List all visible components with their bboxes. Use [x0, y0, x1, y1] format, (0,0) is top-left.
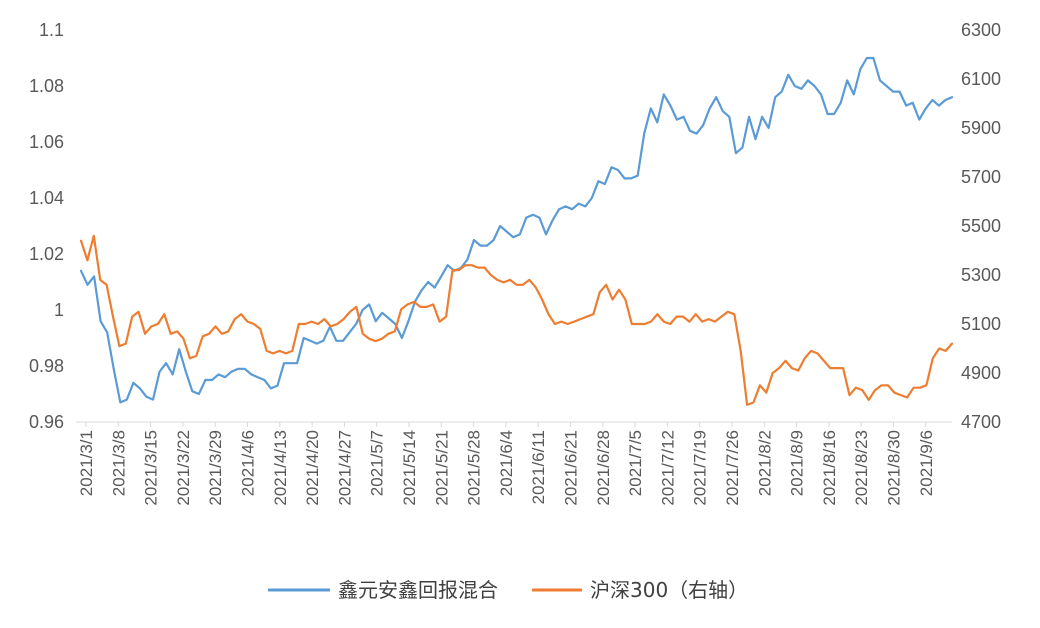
- y-left-tick-label: 0.96: [29, 412, 64, 432]
- y-right-tick-label: 4700: [961, 412, 1001, 432]
- x-tick-label: 2021/6/4: [497, 430, 516, 496]
- x-tick-label: 2021/4/20: [303, 430, 322, 506]
- y-left-tick-label: 1.08: [29, 76, 64, 96]
- x-tick-label: 2021/8/9: [788, 430, 807, 496]
- x-tick-label: 2021/8/30: [885, 430, 904, 506]
- series-line-right: [79, 234, 954, 406]
- x-tick-label: 2021/3/15: [142, 430, 161, 506]
- y-left-tick-label: 0.98: [29, 356, 64, 376]
- x-tick-label: 2021/9/6: [917, 430, 936, 496]
- y-right-tick-label: 6100: [961, 69, 1001, 89]
- y-right-tick-label: 5500: [961, 216, 1001, 236]
- y-right-tick-label: 5900: [961, 118, 1001, 138]
- x-tick-label: 2021/7/12: [658, 430, 677, 506]
- x-tick-label: 2021/3/8: [109, 430, 128, 496]
- legend-label: 沪深300（右轴）: [590, 578, 748, 602]
- series-line-left: [79, 56, 954, 404]
- y-left-tick-label: 1.02: [29, 244, 64, 264]
- x-tick-label: 2021/6/11: [529, 430, 548, 504]
- x-tick-label: 2021/4/27: [335, 430, 354, 506]
- x-tick-label: 2021/6/28: [594, 430, 613, 506]
- y-left-tick-label: 1.06: [29, 132, 64, 152]
- legend-label: 鑫元安鑫回报混合: [338, 578, 498, 602]
- y-right-tick-label: 5700: [961, 167, 1001, 187]
- x-tick-label: 2021/7/5: [626, 430, 645, 496]
- x-tick-label: 2021/8/16: [820, 430, 839, 506]
- y-left-tick-label: 1.1: [39, 20, 64, 40]
- x-tick-label: 2021/5/21: [432, 430, 451, 506]
- x-tick-label: 2021/5/14: [400, 430, 419, 506]
- x-tick-label: 2021/3/1: [77, 430, 96, 496]
- x-tick-label: 2021/4/6: [239, 430, 258, 496]
- y-right-tick-label: 5300: [961, 265, 1001, 285]
- x-tick-label: 2021/5/7: [368, 430, 387, 496]
- x-tick-label: 2021/6/21: [562, 430, 581, 506]
- y-right-tick-label: 4900: [961, 363, 1001, 383]
- x-tick-label: 2021/5/28: [465, 430, 484, 506]
- x-tick-label: 2021/7/26: [723, 430, 742, 506]
- y-left-tick-label: 1.04: [29, 188, 64, 208]
- x-tick-label: 2021/8/23: [852, 430, 871, 506]
- x-tick-label: 2021/8/2: [755, 430, 774, 496]
- x-tick-label: 2021/3/22: [174, 430, 193, 506]
- x-tick-label: 2021/3/29: [206, 430, 225, 506]
- y-left-tick-label: 1: [54, 300, 64, 320]
- x-tick-label: 2021/7/19: [691, 430, 710, 506]
- y-right-tick-label: 5100: [961, 314, 1001, 334]
- x-tick-label: 2021/4/13: [271, 430, 290, 506]
- y-right-tick-label: 6300: [961, 20, 1001, 40]
